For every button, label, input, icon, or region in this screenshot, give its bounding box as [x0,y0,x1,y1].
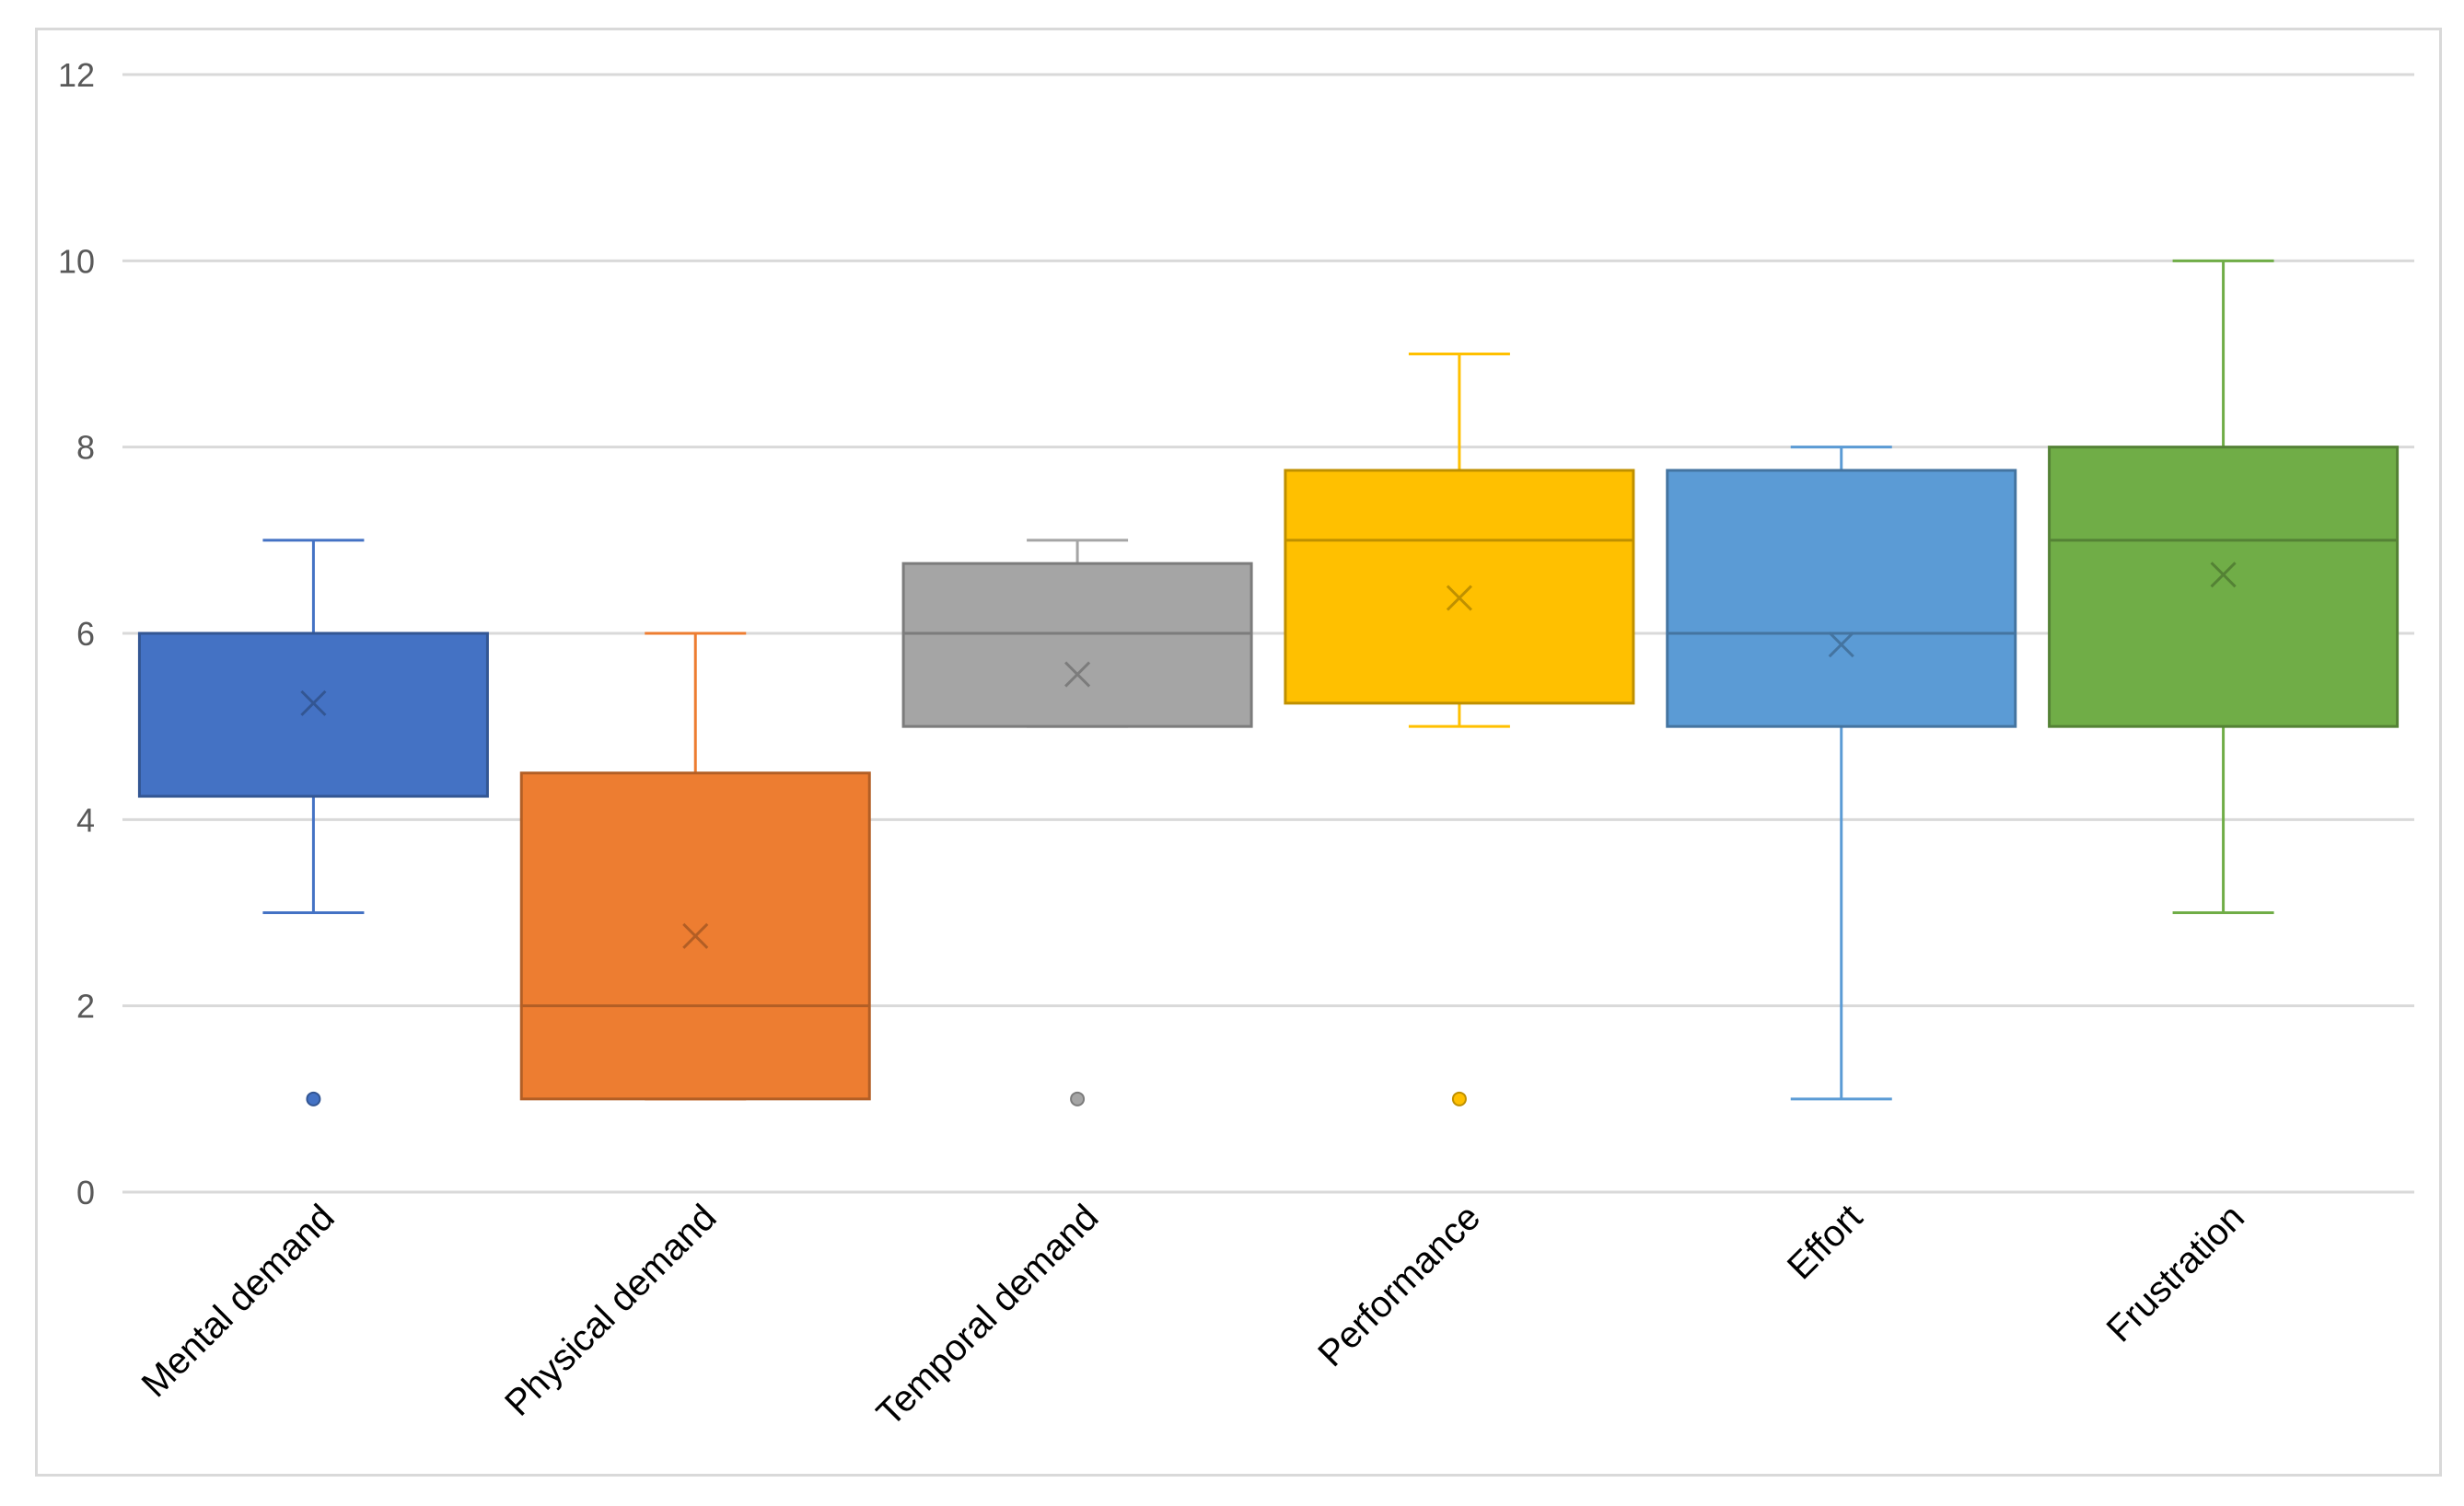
x-category-label: Mental demand [134,1197,343,1405]
box-body [901,562,1253,728]
y-axis-ticks: 0 2 4 6 8 10 12 [58,56,95,1211]
mean-marker [2210,562,2237,588]
y-tick-label: 8 [76,429,95,467]
box-temporal-demand [901,539,1253,1106]
boxes [137,259,2400,1106]
x-category-label: Performance [1310,1197,1488,1374]
box-mental-demand [137,539,489,1106]
y-tick-label: 10 [58,242,95,280]
x-category-label: Frustration [2099,1197,2252,1350]
y-tick-label: 6 [76,615,95,653]
y-tick-label: 12 [58,56,95,94]
x-axis-labels: Mental demand Physical demand Temporal dem… [134,1197,2252,1434]
gridlines [122,73,2414,1194]
outlier-point [306,1091,321,1106]
mean-marker [1064,661,1091,688]
box-body [137,631,489,798]
box-body [1666,469,2017,728]
y-tick-label: 0 [76,1174,95,1211]
box-body [1284,469,1635,705]
x-category-label: Temporal demand [869,1197,1107,1434]
y-tick-label: 4 [76,801,95,839]
box-frustration [2048,259,2400,914]
box-performance [1284,353,1635,1106]
mean-marker [1828,631,1854,658]
x-category-label: Physical demand [497,1197,725,1424]
box-body [2048,446,2400,728]
mean-marker [1446,585,1472,611]
x-category-label: Effort [1780,1197,1870,1287]
mean-marker [682,922,709,949]
outlier-point [1070,1091,1086,1106]
y-tick-label: 2 [76,988,95,1025]
box-effort [1666,446,2017,1101]
box-physical-demand [519,631,871,1101]
outlier-point [1451,1091,1467,1106]
mean-marker [300,689,327,716]
